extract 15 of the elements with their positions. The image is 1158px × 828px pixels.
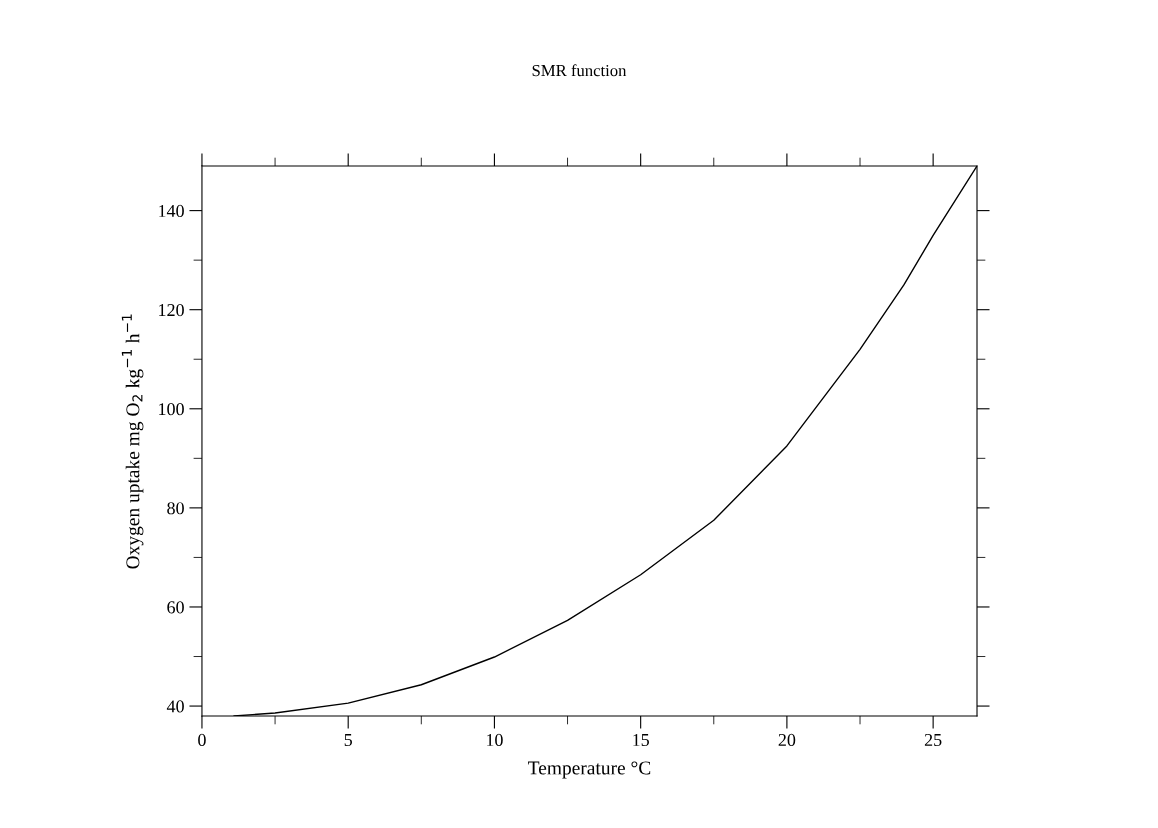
y-tick-label: 40 xyxy=(166,700,184,713)
x-tick-label: 10 xyxy=(486,733,503,747)
chart-title: SMR function xyxy=(532,64,627,77)
x-axis-title: Temperature °C xyxy=(528,761,651,779)
y-tick-label: 120 xyxy=(159,303,184,317)
x-tick-label: 5 xyxy=(344,734,352,747)
x-tick-label: 20 xyxy=(778,733,796,747)
y-tick-label: 100 xyxy=(159,403,184,416)
x-tick-label: 0 xyxy=(198,733,206,747)
y-tick-label: 80 xyxy=(167,502,184,515)
y-tick-label: 140 xyxy=(159,204,184,218)
y-axis-title: Oxygen uptake mg O$_{2}$ kg$^{−1}$ h$^{−1}$ xyxy=(121,314,144,569)
y-tick-label: 60 xyxy=(167,601,184,614)
x-tick-label: 25 xyxy=(924,733,942,747)
x-tick-label: 15 xyxy=(633,733,649,747)
